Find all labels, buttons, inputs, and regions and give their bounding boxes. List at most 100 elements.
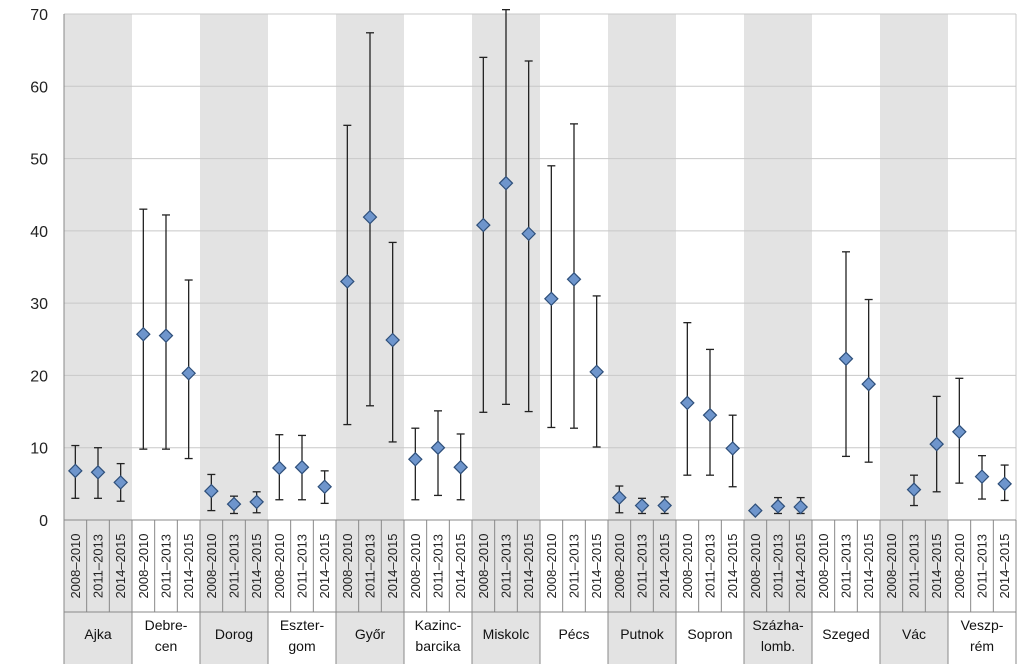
data-point-marker: [793, 499, 809, 515]
y-tick-label: 40: [30, 224, 48, 241]
period-label: 2008–2010: [748, 533, 763, 598]
period-label: 2011–2013: [703, 534, 718, 598]
period-label: 2011–2013: [839, 534, 854, 598]
period-label: 2014–2015: [181, 533, 196, 598]
period-label: 2008–2010: [272, 533, 287, 598]
x-axis-labels: 2008–2010 2011–2013 2014–2015 Ajka 2008–2010…: [68, 533, 1012, 654]
city-label: Ajka: [84, 626, 111, 642]
period-label: 2008–2010: [884, 533, 899, 598]
group-shade: [64, 14, 132, 664]
data-point-marker: [158, 328, 174, 344]
data-point-marker: [226, 496, 242, 512]
group-shade: [880, 14, 948, 664]
data-point-marker: [725, 441, 741, 456]
period-label: 2008–2010: [68, 533, 83, 598]
data-point-marker: [589, 364, 605, 380]
period-label: 2011–2013: [907, 534, 922, 598]
data-point-marker: [997, 476, 1013, 492]
city-label: Dorog: [215, 626, 253, 642]
period-label: 2014–2015: [385, 533, 400, 598]
data-point-marker: [385, 332, 401, 348]
data-point-marker: [67, 463, 83, 479]
period-label: 2008–2010: [204, 533, 219, 598]
period-label: 2014–2015: [453, 533, 468, 598]
period-label: 2008–2010: [340, 533, 355, 598]
period-label: 2014–2015: [725, 533, 740, 598]
city-label-line2: barcika: [415, 638, 460, 654]
city-label: Sopron: [687, 626, 732, 642]
y-tick-label: 10: [30, 441, 48, 458]
period-label: 2011–2013: [363, 534, 378, 598]
data-point-marker: [566, 271, 582, 287]
data-point-marker: [657, 498, 673, 513]
data-point-marker: [294, 459, 310, 475]
data-markers: [67, 175, 1013, 518]
data-point-marker: [951, 424, 967, 440]
city-label-line2: rém: [970, 638, 994, 654]
period-label: 2008–2010: [408, 533, 423, 598]
period-label: 2014–2015: [317, 533, 332, 598]
data-point-marker: [747, 503, 763, 518]
data-point-marker: [543, 291, 559, 307]
city-label-line1: Debre-: [145, 617, 188, 633]
data-point-marker: [861, 376, 877, 392]
period-label: 2014–2015: [589, 533, 604, 598]
group-shade: [200, 14, 268, 664]
data-point-marker: [702, 407, 718, 423]
y-tick-label: 0: [39, 513, 48, 530]
data-point-marker: [929, 436, 945, 452]
period-label: 2014–2015: [113, 533, 128, 598]
y-tick-label: 20: [30, 368, 48, 385]
period-label: 2014–2015: [861, 533, 876, 598]
data-point-marker: [475, 217, 491, 233]
period-label: 2008–2010: [612, 533, 627, 598]
data-point-marker: [181, 365, 197, 381]
data-point-marker: [634, 498, 650, 513]
period-label: 2011–2013: [975, 534, 990, 598]
data-point-marker: [113, 475, 129, 490]
city-label: Pécs: [558, 626, 589, 642]
period-label: 2008–2010: [952, 533, 967, 598]
period-label: 2014–2015: [657, 533, 672, 598]
city-label-line1: Eszter-: [280, 617, 325, 633]
city-label-line1: Veszp-: [961, 617, 1004, 633]
data-point-marker: [203, 483, 219, 499]
data-point-marker: [974, 469, 990, 484]
data-point-marker: [679, 395, 695, 411]
y-tick-label: 70: [30, 7, 48, 24]
period-label: 2011–2013: [91, 534, 106, 598]
data-point-marker: [90, 464, 106, 480]
city-label: Győr: [355, 626, 386, 642]
data-point-marker: [611, 490, 627, 505]
period-label: 2014–2015: [997, 533, 1012, 598]
city-label-line1: Kazinc-: [415, 617, 462, 633]
city-label: Miskolc: [483, 626, 530, 642]
city-label: Putnok: [620, 626, 665, 642]
y-tick-label: 30: [30, 296, 48, 313]
city-label-line2: cen: [155, 638, 178, 654]
data-point-marker: [906, 482, 922, 497]
period-label: 2008–2010: [680, 533, 695, 598]
y-tick-label: 50: [30, 152, 48, 169]
data-point-marker: [317, 479, 333, 495]
period-label: 2008–2010: [136, 533, 151, 598]
data-point-marker: [770, 498, 786, 514]
data-point-marker: [362, 209, 378, 225]
data-point-marker: [249, 494, 265, 510]
group-shade: [744, 14, 812, 664]
period-label: 2011–2013: [567, 534, 582, 598]
city-label-line2: lomb.: [761, 638, 795, 654]
data-point-marker: [453, 459, 469, 475]
city-label-line2: gom: [288, 638, 315, 654]
period-label: 2008–2010: [544, 533, 559, 598]
period-label: 2014–2015: [249, 533, 264, 598]
gridlines: [64, 13, 1016, 449]
city-label-line1: Százha-: [752, 617, 804, 633]
data-point-marker: [339, 274, 355, 289]
period-label: 2011–2013: [771, 534, 786, 598]
data-point-marker: [135, 326, 151, 342]
city-label: Vác: [902, 626, 926, 642]
data-point-marker: [498, 175, 514, 191]
period-label: 2011–2013: [159, 534, 174, 598]
